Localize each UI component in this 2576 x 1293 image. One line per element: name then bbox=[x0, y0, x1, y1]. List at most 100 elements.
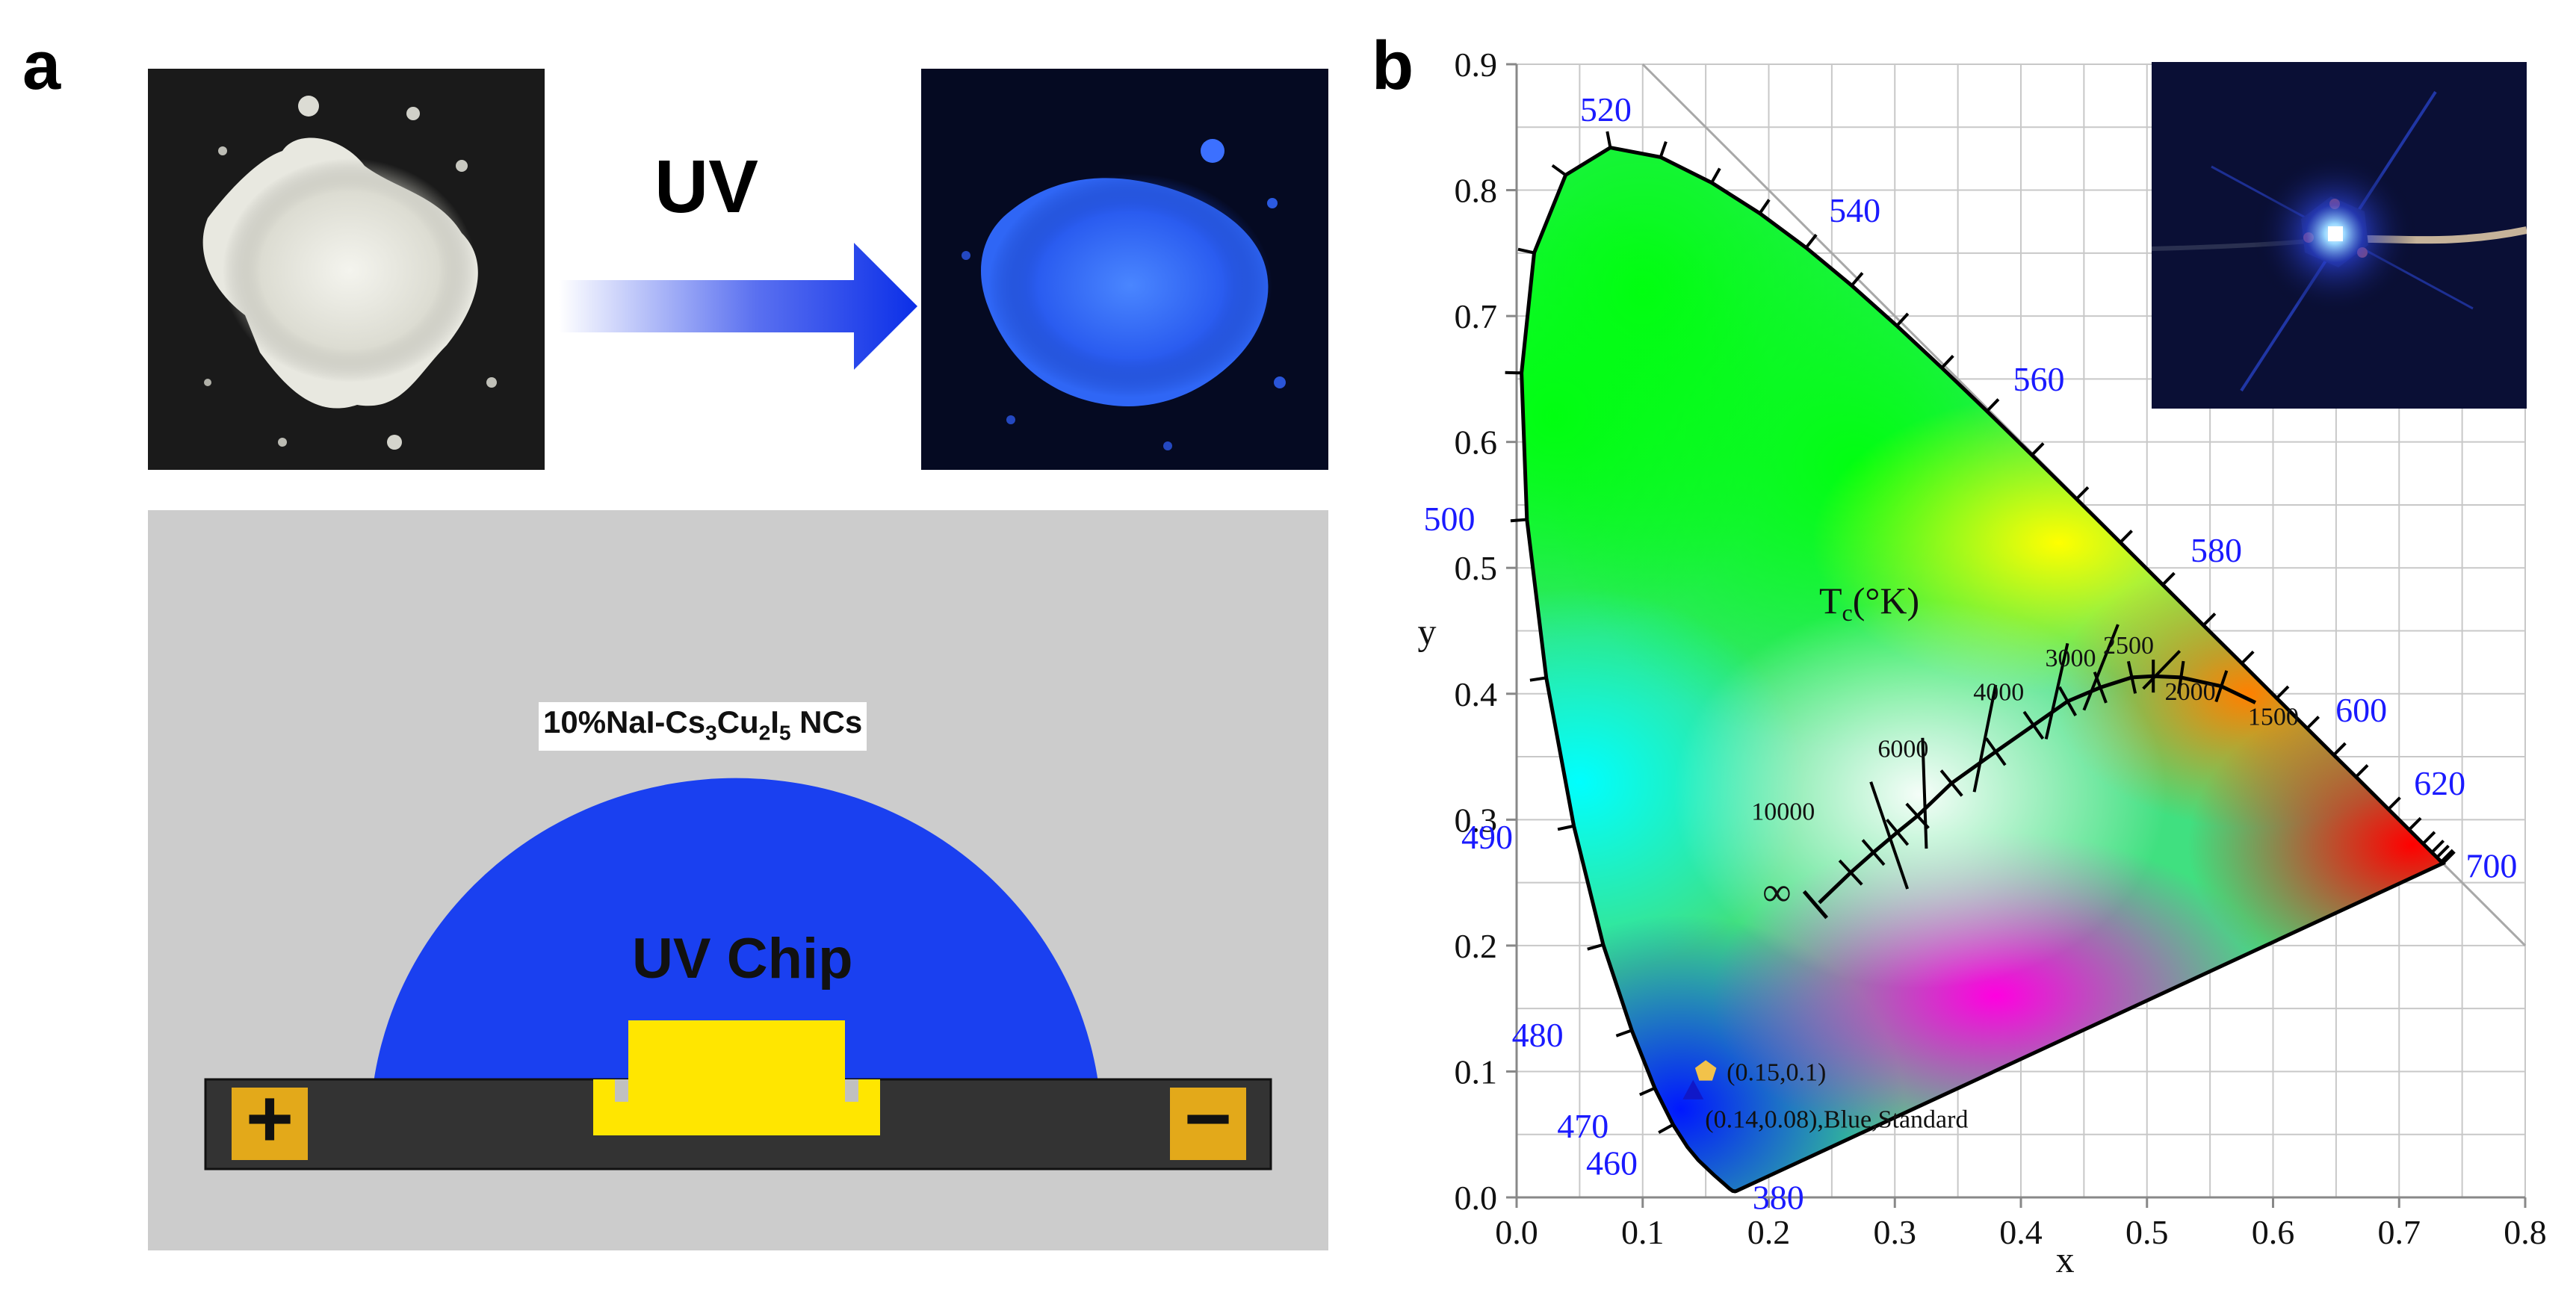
wavelength-label: 490 bbox=[1461, 818, 1513, 856]
uv-arrow-label: UV bbox=[654, 145, 758, 229]
inset-led-photo bbox=[2152, 62, 2527, 409]
cct-label: 6000 bbox=[1877, 735, 1928, 763]
cct-label: 2500 bbox=[2103, 632, 2154, 660]
infinity-cap bbox=[1802, 890, 1829, 920]
y-tick-label: 0.2 bbox=[1455, 927, 1498, 965]
wavelength-tick bbox=[1758, 199, 1771, 214]
wavelength-tick bbox=[2436, 844, 2450, 859]
isotherm-line bbox=[2082, 624, 2120, 711]
cct-label: 2000 bbox=[2165, 678, 2216, 706]
planckian-tick bbox=[2093, 672, 2108, 704]
wavelength-tick bbox=[2332, 742, 2347, 757]
wavelength-tick bbox=[1659, 140, 1668, 158]
y-tick-label: 0.3 bbox=[1455, 801, 1498, 839]
isotherm-line bbox=[1921, 737, 1928, 849]
y-tick-label: 0.0 bbox=[1455, 1179, 1498, 1217]
minus-terminal bbox=[1170, 1088, 1246, 1160]
planckian-tick bbox=[1905, 802, 1930, 829]
infinity-label: ∞ bbox=[1762, 869, 1792, 914]
wavelength-tick bbox=[2241, 650, 2255, 665]
cct-label: 3000 bbox=[2045, 645, 2096, 672]
wavelength-tick bbox=[1551, 164, 1567, 176]
point-label: (0.14,0.08),Blue,Standard bbox=[1705, 1106, 1968, 1134]
wavelength-tick bbox=[2275, 685, 2290, 700]
uv-arrow-icon bbox=[559, 243, 917, 370]
wavelength-tick bbox=[2421, 831, 2436, 845]
x-axis-title: x bbox=[2056, 1238, 2075, 1280]
wavelength-label: 520 bbox=[1580, 90, 1632, 128]
wavelength-label: 500 bbox=[1424, 500, 1476, 538]
wavelength-ticks bbox=[1505, 131, 2456, 1134]
isotherm-line bbox=[1869, 781, 1910, 890]
x-tick-label: 0.6 bbox=[2252, 1213, 2295, 1251]
isotherm-line bbox=[2142, 650, 2182, 690]
wavelength-label: 460 bbox=[1586, 1144, 1638, 1182]
wavelength-label: 470 bbox=[1557, 1107, 1609, 1145]
cct-label: 10000 bbox=[1751, 799, 1815, 826]
wavelength-tick bbox=[2355, 764, 2369, 778]
minus-sign-icon: − bbox=[1183, 1073, 1233, 1165]
wavelength-tick bbox=[2306, 716, 2320, 730]
wavelength-tick bbox=[2202, 613, 2217, 627]
triangle-marker bbox=[1682, 1079, 1704, 1100]
x-tick-label: 0.5 bbox=[2125, 1213, 2169, 1251]
planckian-tick bbox=[2126, 660, 2137, 694]
led-schematic-drawing bbox=[204, 778, 1272, 1170]
wavelength-tick bbox=[1940, 355, 1954, 369]
plus-terminal bbox=[232, 1088, 308, 1160]
wavelength-label: 380 bbox=[1753, 1179, 1804, 1217]
wavelength-tick bbox=[2119, 530, 2133, 544]
y-tick-label: 0.1 bbox=[1455, 1052, 1498, 1091]
y-tick-label: 0.5 bbox=[1455, 549, 1498, 587]
wavelength-tick bbox=[2408, 816, 2422, 831]
plus-sign-icon: + bbox=[245, 1073, 294, 1165]
uv-chip bbox=[628, 1020, 845, 1089]
y-tick-label: 0.9 bbox=[1455, 46, 1498, 84]
isotherm-line bbox=[1972, 684, 1998, 793]
wavelength-label: 700 bbox=[2465, 846, 2517, 884]
chart-axes: 0.0 0.1 0.2 0.3 0.4 0.5 0.6 0.7 0.8 0.0 0.1 0.2 0.3 0… bbox=[1418, 46, 2547, 1280]
wavelength-tick bbox=[2387, 796, 2401, 810]
wavelength-tick bbox=[1895, 312, 1910, 327]
material-label: 10%NaI-Cs3Cu2I5 NCs bbox=[539, 702, 867, 751]
panel-a-label: a bbox=[22, 28, 61, 104]
wavelength-tick bbox=[1710, 167, 1721, 184]
y-tick-label: 0.4 bbox=[1455, 675, 1498, 713]
planckian-locus: 10000 6000 4000 3000 2500 2000 1500 Tc(°K) ∞ bbox=[1751, 580, 2299, 920]
wavelength-tick bbox=[1638, 1086, 1656, 1097]
y-tick-label: 0.7 bbox=[1455, 297, 1498, 335]
cct-label: 1500 bbox=[2248, 704, 2299, 731]
panel-b-label: b bbox=[1372, 28, 1414, 104]
planckian-tick bbox=[1939, 769, 1963, 797]
wavelength-label: 540 bbox=[1829, 191, 1880, 229]
planckian-tick bbox=[2177, 660, 2185, 694]
cct-label: 4000 bbox=[1973, 679, 2024, 707]
x-tick-label: 0.4 bbox=[1999, 1213, 2043, 1251]
wavelength-tick bbox=[2442, 850, 2456, 865]
red-region bbox=[2188, 688, 2443, 1002]
planckian-tick bbox=[1861, 839, 1886, 866]
powder-uv-photo bbox=[921, 69, 1328, 470]
x-tick-label: 0.0 bbox=[1495, 1213, 1538, 1251]
planckian-tick bbox=[1886, 818, 1910, 846]
wavelength-tick bbox=[2161, 571, 2176, 586]
planckian-tick bbox=[2214, 670, 2229, 703]
cyan-region bbox=[1521, 587, 1804, 976]
wavelength-label: 580 bbox=[2190, 531, 2242, 569]
wavelength-tick bbox=[2430, 840, 2445, 854]
wavelength-tick bbox=[1615, 1029, 1632, 1038]
wavelength-tick bbox=[1557, 824, 1575, 831]
x-tick-label: 0.7 bbox=[2378, 1213, 2421, 1251]
white-point-region bbox=[1674, 600, 2167, 989]
wavelength-tick bbox=[1587, 943, 1604, 951]
planckian-tick bbox=[1838, 859, 1863, 886]
x-tick-label: 0.8 bbox=[2504, 1213, 2547, 1251]
x-tick-label: 0.1 bbox=[1621, 1213, 1665, 1251]
x-tick-label: 0.2 bbox=[1747, 1213, 1791, 1251]
wavelength-tick bbox=[1804, 234, 1818, 249]
wavelength-label: 620 bbox=[2414, 764, 2465, 802]
pentagon-marker bbox=[1694, 1060, 1717, 1081]
wavelength-tick bbox=[1517, 247, 1535, 255]
wavelength-tick bbox=[1606, 131, 1612, 148]
